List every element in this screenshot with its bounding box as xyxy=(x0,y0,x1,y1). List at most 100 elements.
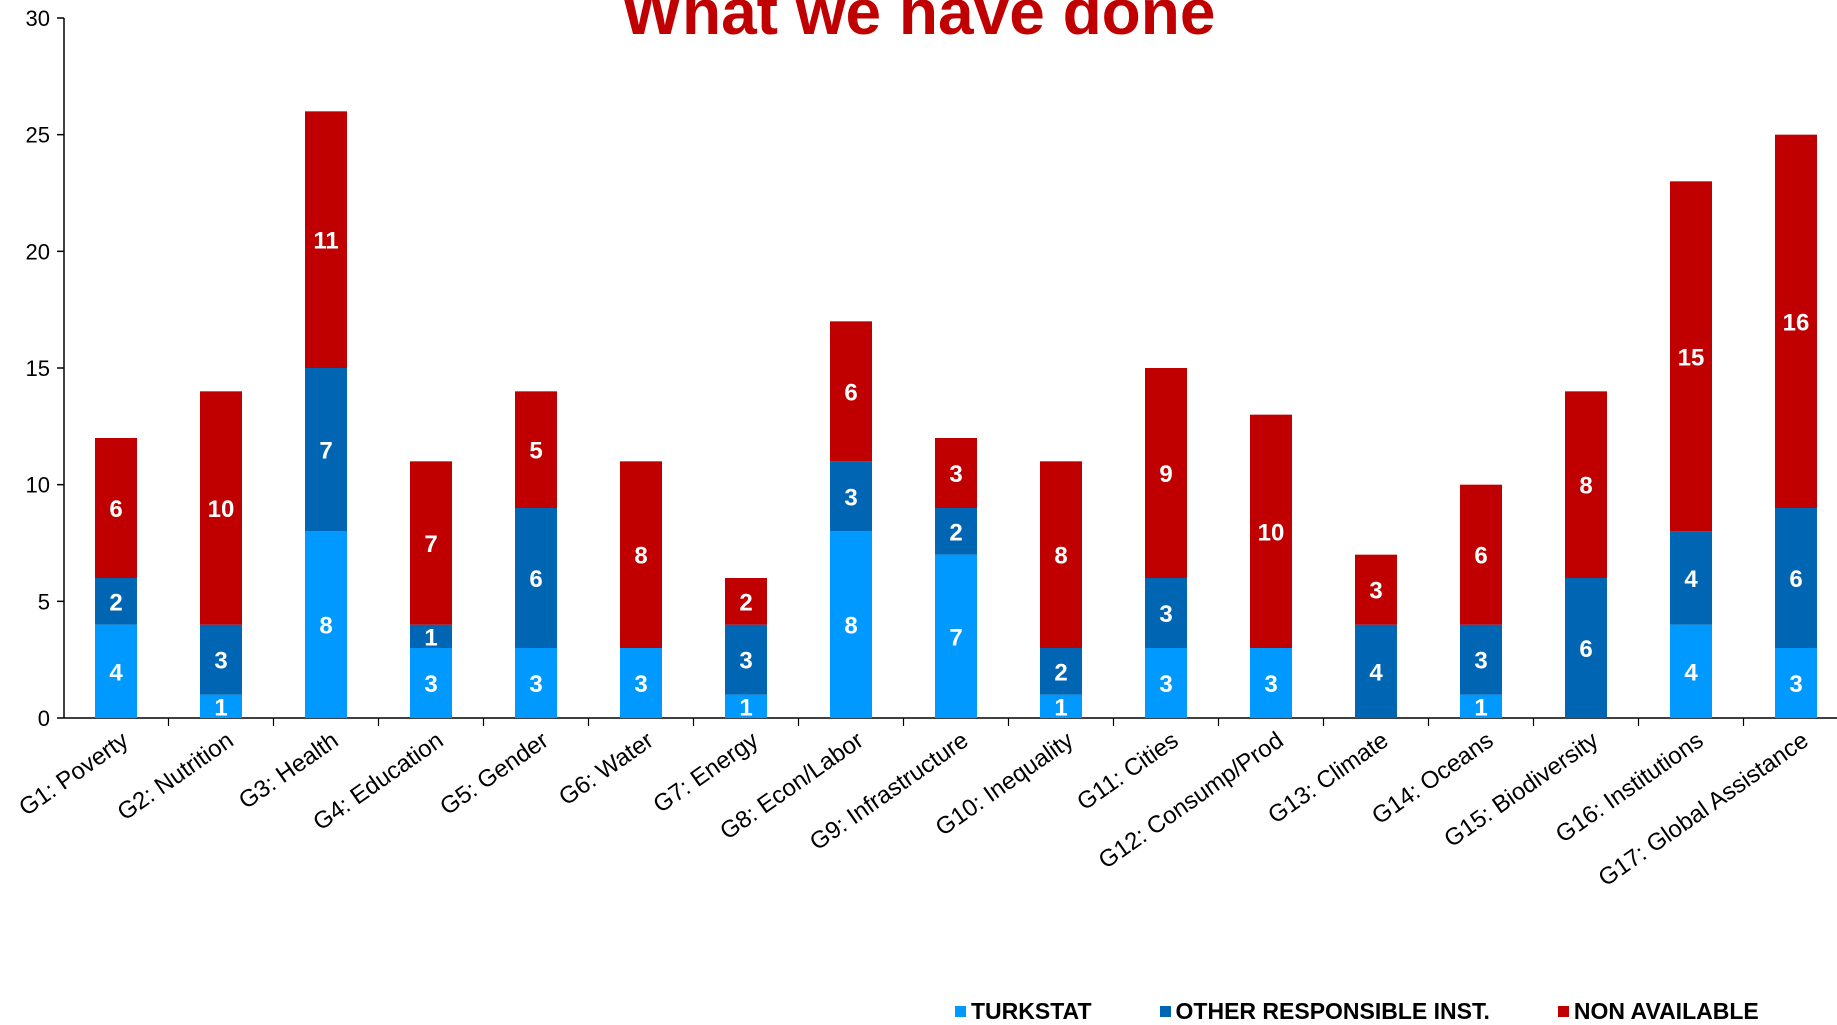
bar-segment xyxy=(830,531,872,718)
data-label: 8 xyxy=(1054,543,1067,570)
bar-segment xyxy=(95,624,137,718)
data-label: 6 xyxy=(1474,543,1487,570)
y-tick-label: 15 xyxy=(26,356,50,381)
data-label: 10 xyxy=(208,496,235,523)
data-label: 3 xyxy=(1264,671,1277,698)
bar-segment xyxy=(1040,694,1082,718)
legend-item: NON AVAILABLE xyxy=(1557,998,1759,1025)
data-label: 6 xyxy=(844,379,857,406)
data-label: 6 xyxy=(1789,566,1802,593)
y-tick-label: 0 xyxy=(38,706,50,731)
data-label: 2 xyxy=(1054,659,1067,686)
data-label: 3 xyxy=(529,671,542,698)
bar-segment xyxy=(1670,531,1712,625)
data-label: 7 xyxy=(319,438,332,465)
bar-segment xyxy=(1670,181,1712,532)
bar-segment xyxy=(410,624,452,648)
bar-segment xyxy=(515,508,557,648)
bar-segment xyxy=(1145,368,1187,578)
bar-segment xyxy=(725,624,767,695)
y-tick-label: 5 xyxy=(38,589,50,614)
data-label: 1 xyxy=(424,624,437,651)
legend-item: TURKSTAT xyxy=(955,998,1092,1025)
bar-segment xyxy=(1775,648,1817,718)
data-label: 4 xyxy=(1369,659,1383,686)
bar-segment xyxy=(515,391,557,508)
bar-segment xyxy=(1040,648,1082,695)
bar-segment xyxy=(200,391,242,625)
y-tick-label: 10 xyxy=(26,473,50,498)
data-label: 16 xyxy=(1783,309,1810,336)
y-tick-label: 30 xyxy=(26,6,50,31)
bar-segment xyxy=(620,648,662,718)
data-label: 3 xyxy=(214,648,227,675)
bar-segment xyxy=(1355,624,1397,718)
data-label: 3 xyxy=(1474,648,1487,675)
y-tick-label: 20 xyxy=(26,239,50,264)
bar-segment xyxy=(305,531,347,718)
data-label: 3 xyxy=(949,461,962,488)
category-label: G2: Nutrition xyxy=(113,727,239,826)
data-label: 8 xyxy=(319,613,332,640)
bar-segment xyxy=(1355,554,1397,625)
bar-segment xyxy=(935,438,977,508)
bar-segment xyxy=(95,578,137,625)
data-label: 6 xyxy=(529,566,542,593)
y-tick-label: 25 xyxy=(26,123,50,148)
bars xyxy=(95,111,1817,718)
data-label: 7 xyxy=(949,624,962,651)
data-label: 3 xyxy=(1789,671,1802,698)
bar-segment xyxy=(515,648,557,718)
data-label: 4 xyxy=(1684,659,1698,686)
data-label: 3 xyxy=(739,648,752,675)
data-label: 1 xyxy=(1054,694,1067,721)
bar-segment xyxy=(1775,508,1817,648)
bar-segment xyxy=(305,111,347,368)
data-label: 4 xyxy=(109,659,123,686)
data-label: 3 xyxy=(844,484,857,511)
chart-title: What we have done xyxy=(621,0,1216,48)
legend-swatch xyxy=(955,1006,966,1017)
data-label: 1 xyxy=(739,694,752,721)
data-label: 11 xyxy=(313,228,338,255)
bar-segment xyxy=(1250,648,1292,718)
data-label: 4 xyxy=(1684,566,1698,593)
bar-segment xyxy=(830,321,872,462)
category-label: G12: Consump/Prod xyxy=(1094,727,1289,875)
data-label: 2 xyxy=(109,589,122,616)
data-label: 6 xyxy=(1579,636,1592,663)
data-label: 10 xyxy=(1258,519,1285,546)
bar-segment xyxy=(1565,578,1607,718)
data-label: 2 xyxy=(739,589,752,616)
bar-segment xyxy=(935,554,977,718)
legend-label: OTHER RESPONSIBLE INST. xyxy=(1175,998,1490,1024)
data-label: 3 xyxy=(1159,671,1172,698)
bar-segment xyxy=(1250,414,1292,648)
data-label: 8 xyxy=(634,543,647,570)
bar-segment xyxy=(410,461,452,625)
legend-label: NON AVAILABLE xyxy=(1573,998,1759,1024)
bar-segment xyxy=(305,368,347,532)
data-label: 3 xyxy=(634,671,647,698)
data-label: 7 xyxy=(424,531,437,558)
bar-segment xyxy=(725,694,767,718)
bar-segment xyxy=(1460,484,1502,625)
legend-label: TURKSTAT xyxy=(971,998,1092,1024)
bar-segment xyxy=(1565,391,1607,578)
bar-segment xyxy=(200,694,242,718)
data-label: 3 xyxy=(1369,578,1382,605)
bar-segment xyxy=(1775,134,1817,508)
legend-item: OTHER RESPONSIBLE INST. xyxy=(1159,998,1490,1025)
bar-segment xyxy=(410,648,452,718)
data-label: 15 xyxy=(1678,344,1705,371)
data-label: 3 xyxy=(424,671,437,698)
data-label: 8 xyxy=(844,613,857,640)
bar-segment xyxy=(620,461,662,648)
bar-segment xyxy=(1040,461,1082,648)
bar-segment xyxy=(1145,578,1187,648)
legend: TURKSTAT OTHER RESPONSIBLE INST. NON AVAIL… xyxy=(955,998,1759,1025)
bar-segment xyxy=(935,508,977,555)
bar-segment xyxy=(1670,624,1712,718)
